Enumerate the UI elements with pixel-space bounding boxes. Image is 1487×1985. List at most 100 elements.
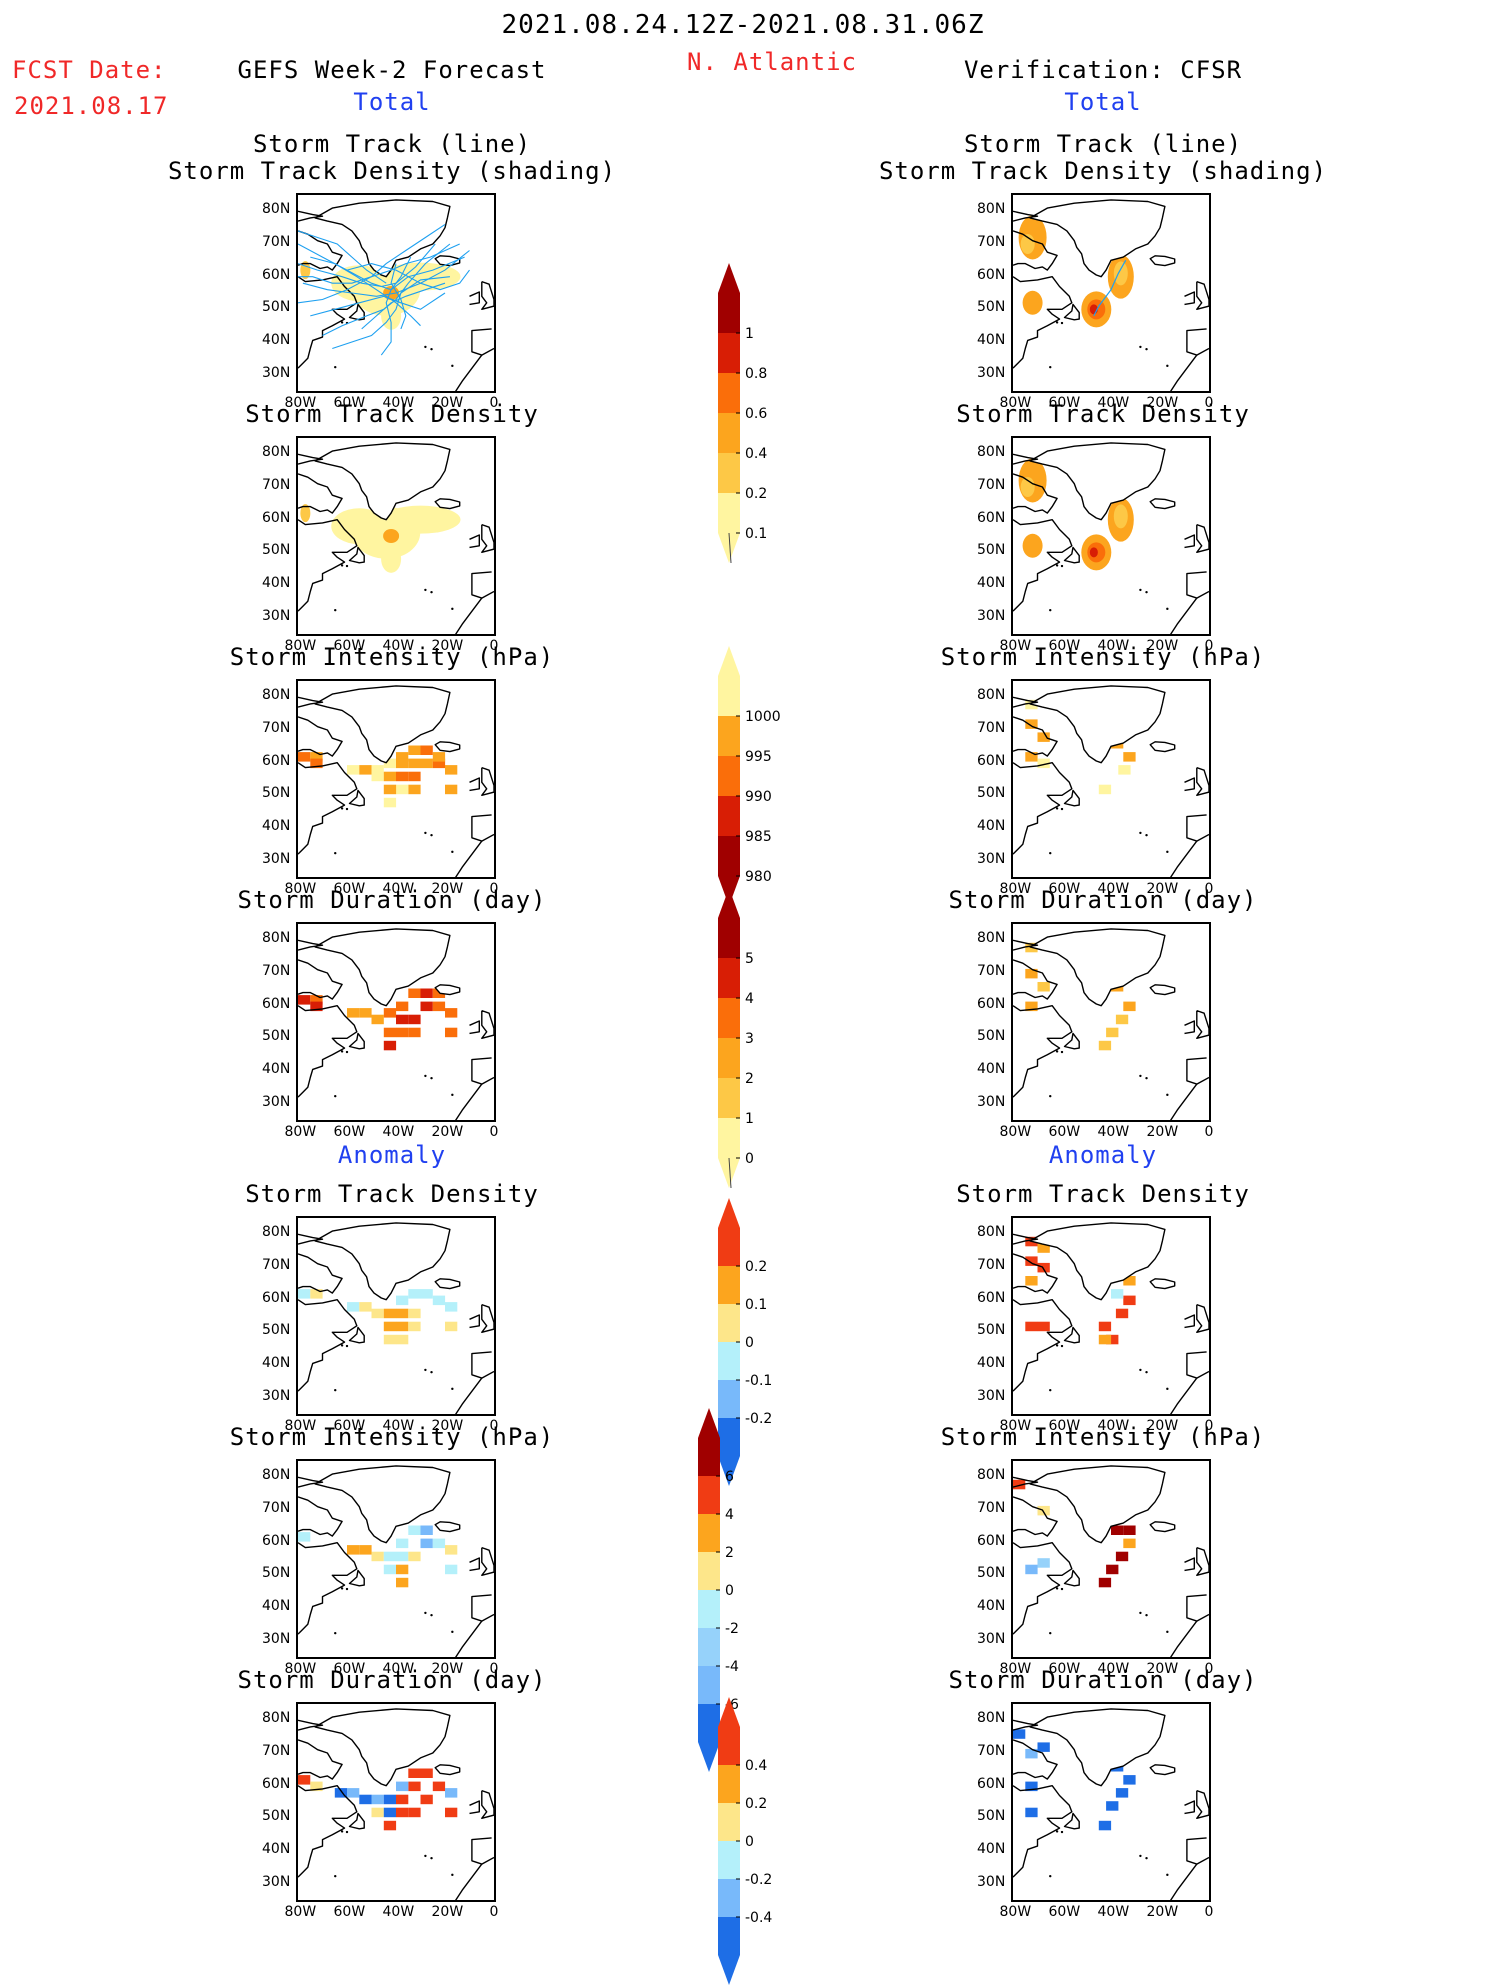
lat-tick-label: 60N — [262, 995, 291, 1012]
lat-tick-label: 80N — [977, 687, 1006, 704]
lon-tick-label: 20W — [431, 638, 464, 654]
fcst-date-value: 2021.08.17 — [14, 92, 169, 120]
panel-title-intensity-right: Storm Intensity (hPa) — [940, 643, 1266, 671]
svg-text:0.2: 0.2 — [745, 1259, 767, 1275]
svg-text:0: 0 — [745, 1335, 754, 1351]
map-panel-density-left — [296, 436, 496, 636]
lat-tick-label: 50N — [977, 1808, 1006, 1825]
right-column-title: Verification: CFSR — [963, 56, 1243, 84]
lon-tick-label: 0 — [489, 1124, 499, 1140]
lat-tick-label: 50N — [977, 785, 1006, 802]
panel-title-density-right: Storm Track Density — [956, 400, 1250, 428]
panel-title-intensity-left: Storm Intensity (hPa) — [229, 643, 555, 671]
svg-text:-4: -4 — [725, 1659, 739, 1675]
lon-tick-label: 80W — [284, 1418, 317, 1434]
lat-tick-label: 60N — [262, 752, 291, 769]
lon-tick-label: 60W — [1048, 1124, 1081, 1140]
storm-track-line — [390, 263, 407, 330]
lat-tick-label: 50N — [262, 542, 291, 559]
svg-text:4: 4 — [725, 1507, 734, 1523]
svg-text:5: 5 — [745, 951, 754, 967]
lon-tick-label: 60W — [1048, 1661, 1081, 1677]
lat-tick-label: 60N — [262, 1532, 291, 1549]
storm-track-line — [310, 256, 421, 327]
lon-tick-label: 20W — [1146, 881, 1179, 897]
lat-tick-label: 30N — [977, 1093, 1006, 1110]
lat-tick-label: 30N — [262, 1873, 291, 1890]
lon-tick-label: 40W — [1097, 638, 1130, 654]
map-panel-aduration-left — [296, 1702, 496, 1902]
svg-text:980: 980 — [745, 869, 772, 885]
svg-text:990: 990 — [745, 789, 772, 805]
map-panel-duration-left — [296, 922, 496, 1122]
left-column-title: GEFS Week-2 Forecast — [237, 56, 547, 84]
lon-tick-label: 20W — [1146, 1661, 1179, 1677]
lat-tick-label: 80N — [262, 1710, 291, 1727]
lat-tick-label: 40N — [977, 818, 1006, 834]
storm-track-line — [298, 230, 387, 284]
svg-text:0: 0 — [725, 1583, 734, 1599]
panel-title-duration-right: Storm Duration (day) — [948, 886, 1258, 914]
lat-tick-label: 30N — [977, 1630, 1006, 1647]
svg-text:0: 0 — [745, 1834, 754, 1850]
anomaly-label-left: Anomaly — [337, 1141, 447, 1169]
svg-text:2: 2 — [745, 1071, 754, 1087]
lat-tick-label: 60N — [262, 1775, 291, 1792]
lat-tick-label: 50N — [977, 1565, 1006, 1582]
storm-track-line — [361, 282, 446, 330]
lat-tick-label: 80N — [977, 1467, 1006, 1484]
map-panel-intensity-right — [1011, 679, 1211, 879]
svg-text:4: 4 — [745, 991, 754, 1007]
lon-tick-label: 80W — [999, 881, 1032, 897]
lon-tick-label: 40W — [1097, 881, 1130, 897]
panel-title-aintensity-left: Storm Intensity (hPa) — [229, 1423, 555, 1451]
lon-tick-label: 20W — [431, 1124, 464, 1140]
lat-tick-label: 40N — [262, 1841, 291, 1857]
lon-tick-label: 40W — [1097, 395, 1130, 411]
colorbar-density-anomaly: 0.2 0.1 0 -0.1 -0.2 — [718, 1198, 772, 1486]
svg-text:0.2: 0.2 — [745, 1796, 767, 1812]
panel-title-aduration-left: Storm Duration (day) — [237, 1666, 547, 1694]
lon-tick-label: 60W — [1048, 881, 1081, 897]
lat-tick-label: 40N — [977, 575, 1006, 591]
svg-text:0.4: 0.4 — [745, 1758, 767, 1774]
lon-tick-label: 0 — [1204, 1124, 1214, 1140]
svg-text:1: 1 — [745, 1111, 754, 1127]
lat-tick-label: 40N — [262, 1355, 291, 1371]
storm-track-line — [298, 243, 460, 304]
lon-tick-label: 80W — [999, 1418, 1032, 1434]
lat-tick-label: 70N — [262, 963, 291, 979]
lon-tick-label: 60W — [1048, 395, 1081, 411]
map-panel-adensity-right — [1011, 1216, 1211, 1416]
svg-text:-0.1: -0.1 — [745, 1373, 772, 1389]
lat-tick-label: 70N — [977, 1743, 1006, 1759]
lat-tick-label: 40N — [977, 1598, 1006, 1614]
lat-tick-label: 40N — [262, 1598, 291, 1614]
lon-tick-label: 20W — [1146, 1904, 1179, 1920]
panel-title-aduration-right: Storm Duration (day) — [948, 1666, 1258, 1694]
svg-text:0.8: 0.8 — [745, 366, 767, 382]
lon-tick-label: 40W — [382, 395, 415, 411]
lat-tick-label: 70N — [977, 234, 1006, 250]
lat-tick-label: 40N — [977, 1061, 1006, 1077]
lon-tick-label: 80W — [284, 395, 317, 411]
storm-track-line — [332, 276, 450, 350]
panel-title-density-left: Storm Track Density — [245, 400, 539, 428]
total-label-right: Total — [1064, 88, 1142, 116]
lat-tick-label: 40N — [977, 1841, 1006, 1857]
lat-tick-label: 60N — [262, 509, 291, 526]
lat-tick-label: 70N — [262, 720, 291, 736]
lat-tick-label: 40N — [262, 575, 291, 591]
lat-tick-label: 30N — [977, 607, 1006, 624]
lon-tick-label: 80W — [284, 638, 317, 654]
panel-title-adensity-right: Storm Track Density — [956, 1180, 1250, 1208]
lon-tick-label: 0 — [1204, 1418, 1214, 1434]
lon-tick-label: 0 — [489, 881, 499, 897]
lon-tick-label: 40W — [382, 1418, 415, 1434]
lon-tick-label: 0 — [489, 395, 499, 411]
lat-tick-label: 50N — [262, 1565, 291, 1582]
lat-tick-label: 50N — [262, 1808, 291, 1825]
lat-tick-label: 80N — [977, 1224, 1006, 1241]
lat-tick-label: 50N — [977, 542, 1006, 559]
